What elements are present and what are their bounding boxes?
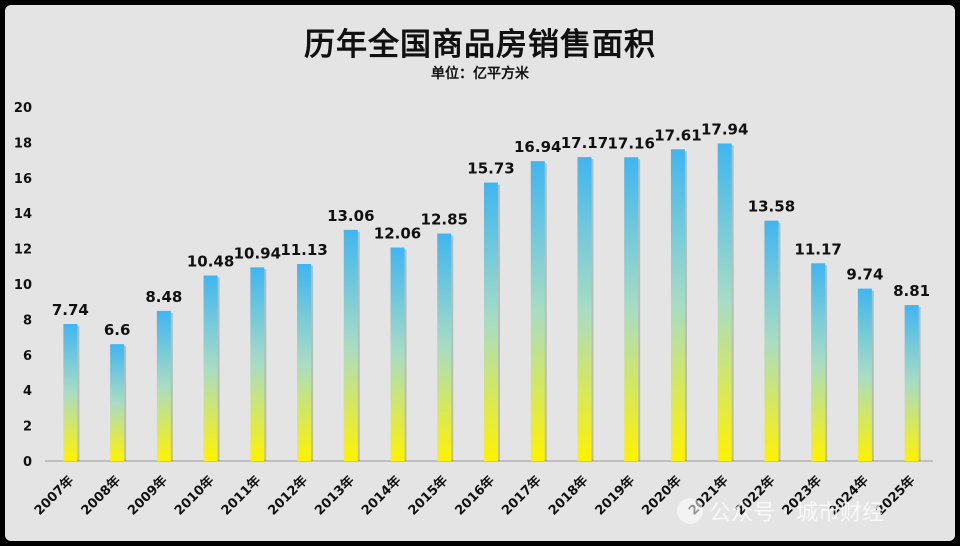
x-tick-label: 2018年 bbox=[545, 473, 591, 519]
data-label: 17.17 bbox=[561, 134, 608, 152]
data-label: 7.74 bbox=[52, 301, 89, 319]
x-tick-label: 2014年 bbox=[358, 473, 404, 519]
data-label: 16.94 bbox=[514, 138, 561, 156]
x-tick-label: 2015年 bbox=[405, 473, 451, 519]
data-label: 17.94 bbox=[701, 120, 748, 138]
y-tick-label: 8 bbox=[23, 313, 32, 328]
data-label: 10.94 bbox=[234, 244, 281, 262]
bar bbox=[904, 305, 919, 461]
watermark-text: 公众号 · 城市财经 bbox=[709, 501, 884, 526]
x-tick-label: 2007年 bbox=[31, 473, 77, 519]
y-tick-label: 2 bbox=[23, 420, 32, 435]
data-label: 12.06 bbox=[374, 225, 421, 243]
data-labels: 7.74 6.6 8.48 10.48 10.94 11.1313.0612.0612.8… bbox=[52, 120, 930, 339]
chart-subtitle: 单位：亿平方米 bbox=[431, 66, 529, 82]
wechat-logo-icon bbox=[677, 498, 703, 524]
data-label: 11.13 bbox=[280, 241, 327, 259]
y-tick-label: 16 bbox=[14, 172, 32, 187]
bar bbox=[390, 247, 405, 461]
x-tick-label: 2017年 bbox=[498, 473, 544, 519]
data-label: 15.73 bbox=[467, 160, 514, 178]
data-label: 12.85 bbox=[421, 211, 468, 229]
chart-title: 历年全国商品房销售面积 bbox=[304, 27, 656, 63]
bar bbox=[63, 324, 78, 461]
x-tick-label: 2011年 bbox=[218, 473, 264, 519]
x-tick-label: 2013年 bbox=[312, 473, 358, 519]
bar bbox=[530, 161, 545, 462]
bar bbox=[577, 157, 592, 461]
data-label: 8.48 bbox=[145, 288, 182, 306]
y-tick-label: 20 bbox=[14, 101, 32, 116]
bar bbox=[250, 267, 265, 461]
bar bbox=[484, 182, 498, 462]
bar bbox=[343, 229, 358, 461]
x-tick-label: 2016年 bbox=[452, 473, 498, 519]
bar bbox=[717, 143, 732, 461]
bar bbox=[110, 344, 125, 461]
chart-card: 历年全国商品房销售面积 单位：亿平方米 0 2 4 6 8 10 12 14 16 18 20 20… bbox=[5, 5, 955, 541]
x-tick-label: 2008年 bbox=[78, 473, 124, 519]
watermark: 公众号 · 城市财经 bbox=[677, 495, 884, 527]
data-label: 17.16 bbox=[607, 134, 654, 152]
bar bbox=[437, 233, 452, 461]
y-tick-label: 14 bbox=[14, 207, 32, 222]
bar bbox=[857, 288, 872, 461]
data-label: 9.74 bbox=[846, 266, 883, 284]
bar bbox=[764, 220, 779, 461]
data-label: 10.48 bbox=[187, 253, 234, 271]
y-axis: 0 2 4 6 8 10 12 14 16 18 20 bbox=[14, 101, 32, 470]
y-tick-label: 12 bbox=[14, 243, 32, 258]
bar bbox=[624, 157, 639, 461]
y-tick-label: 6 bbox=[23, 349, 32, 364]
bar bbox=[670, 149, 685, 462]
x-tick-label: 2012年 bbox=[265, 473, 311, 519]
data-label: 11.17 bbox=[794, 240, 841, 258]
data-label: 13.58 bbox=[748, 198, 795, 216]
x-tick-label: 2019年 bbox=[592, 473, 638, 519]
x-tick-label: 2010年 bbox=[171, 473, 217, 519]
y-tick-label: 4 bbox=[23, 384, 32, 399]
bar bbox=[297, 263, 312, 461]
y-tick-label: 18 bbox=[14, 136, 32, 151]
x-tick-label: 2009年 bbox=[125, 473, 171, 519]
data-label: 6.6 bbox=[104, 321, 131, 339]
y-tick-label: 0 bbox=[23, 455, 32, 470]
bar-series bbox=[63, 143, 921, 462]
bar bbox=[203, 275, 218, 461]
y-tick-label: 10 bbox=[14, 278, 32, 293]
data-label: 8.81 bbox=[893, 282, 930, 300]
bar bbox=[156, 310, 171, 461]
bar bbox=[811, 263, 826, 461]
data-label: 17.61 bbox=[654, 126, 701, 144]
data-label: 13.06 bbox=[327, 207, 374, 225]
